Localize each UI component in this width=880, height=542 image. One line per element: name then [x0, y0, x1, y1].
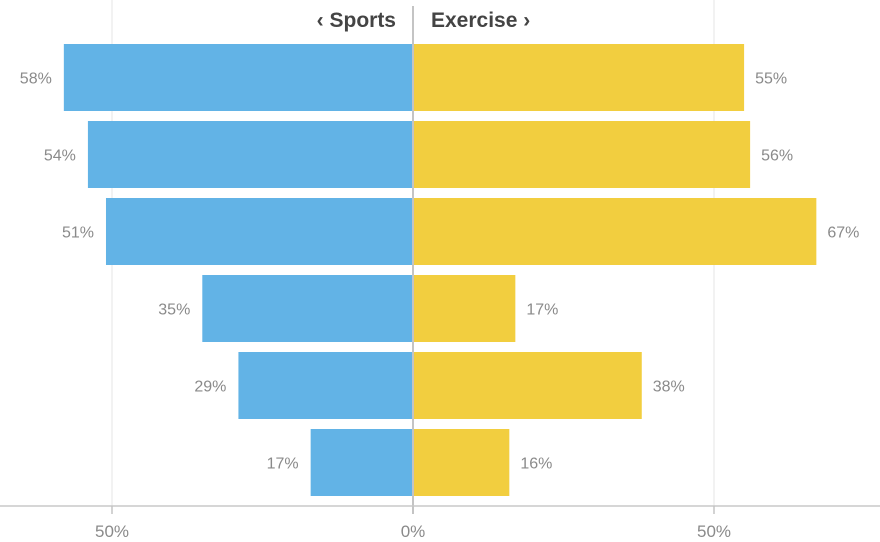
bar-right-1: [413, 121, 751, 188]
data-label-left-2: 51%: [62, 225, 94, 242]
bar-left-3: [202, 275, 413, 342]
data-label-left-3: 35%: [158, 302, 190, 319]
data-label-left-0: 58%: [20, 71, 52, 88]
data-label-right-2: 67%: [827, 225, 859, 242]
bar-left-4: [238, 352, 413, 419]
data-label-left-1: 54%: [44, 148, 76, 165]
bar-left-2: [105, 198, 413, 265]
bar-right-3: [413, 275, 516, 342]
x-tick-label: 0%: [401, 522, 426, 541]
data-label-right-5: 16%: [520, 456, 552, 473]
data-label-right-1: 56%: [761, 148, 793, 165]
bar-right-2: [413, 198, 817, 265]
data-label-left-4: 29%: [194, 379, 226, 396]
x-tick-label: 50%: [95, 522, 129, 541]
bar-left-1: [87, 121, 414, 188]
right-series-header[interactable]: Exercise ›: [431, 9, 530, 32]
bar-right-5: [413, 429, 510, 496]
bar-left-0: [63, 44, 414, 111]
data-label-right-0: 55%: [755, 71, 787, 88]
bar-left-5: [310, 429, 413, 496]
data-label-right-4: 38%: [653, 379, 685, 396]
data-label-left-5: 17%: [267, 456, 299, 473]
data-label-right-3: 17%: [526, 302, 558, 319]
left-series-header[interactable]: ‹ Sports: [317, 9, 396, 32]
bar-right-0: [413, 44, 745, 111]
x-tick-label: 50%: [697, 522, 731, 541]
bar-right-4: [413, 352, 642, 419]
